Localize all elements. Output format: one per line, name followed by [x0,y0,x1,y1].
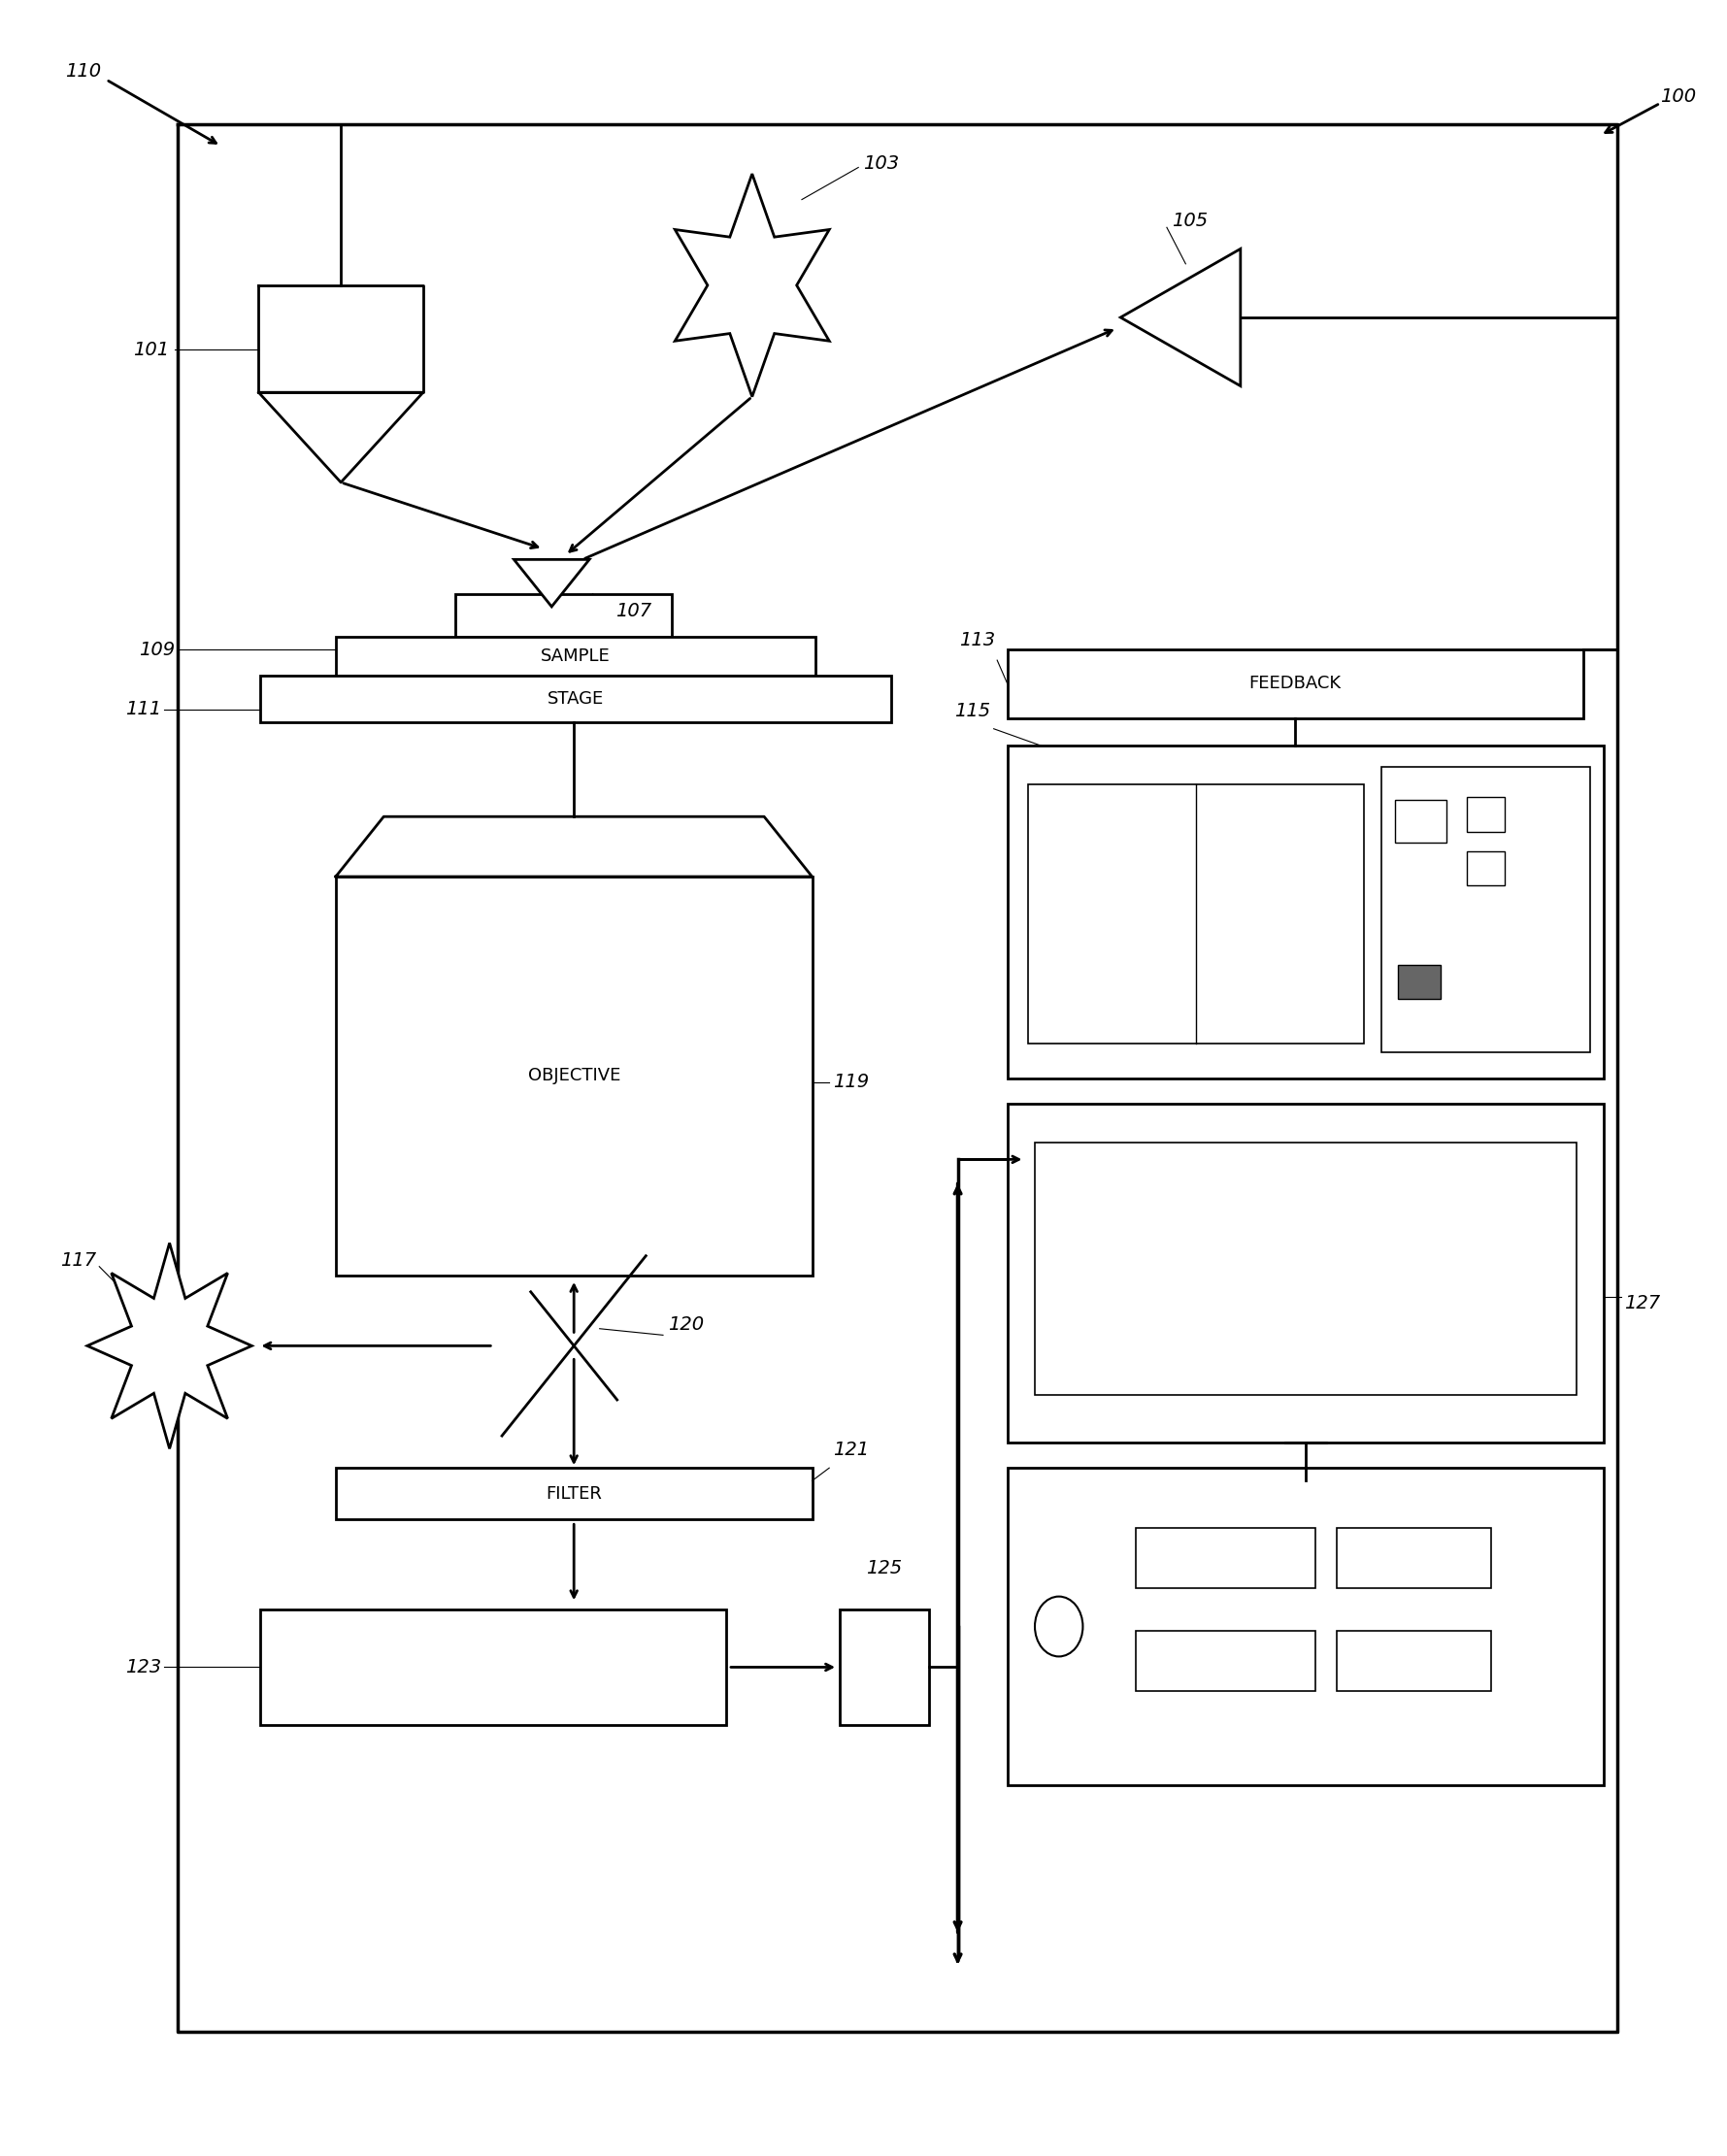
Polygon shape [335,817,812,877]
FancyBboxPatch shape [1136,1630,1316,1690]
Polygon shape [515,561,589,606]
FancyBboxPatch shape [1007,1468,1604,1785]
Text: 117: 117 [60,1250,95,1270]
Text: 107: 107 [615,602,651,621]
Text: SAMPLE: SAMPLE [541,647,610,664]
FancyBboxPatch shape [1136,1529,1316,1589]
PathPatch shape [88,1244,252,1449]
FancyBboxPatch shape [335,1468,812,1520]
FancyBboxPatch shape [335,877,812,1274]
Text: FILTER: FILTER [546,1485,603,1503]
Text: OBJECTIVE: OBJECTIVE [528,1067,620,1084]
FancyBboxPatch shape [839,1608,929,1725]
FancyBboxPatch shape [1007,1104,1604,1442]
Text: 113: 113 [960,632,995,649]
FancyBboxPatch shape [1028,785,1364,1044]
FancyBboxPatch shape [1007,746,1604,1078]
Text: 110: 110 [66,63,100,80]
Text: 121: 121 [832,1440,869,1460]
FancyBboxPatch shape [1337,1529,1490,1589]
FancyBboxPatch shape [1395,800,1445,843]
Text: 111: 111 [124,701,161,718]
Text: 105: 105 [1173,211,1207,231]
Text: 103: 103 [864,153,900,172]
Polygon shape [1121,248,1240,386]
Text: 115: 115 [955,701,990,720]
Text: FEEDBACK: FEEDBACK [1249,675,1342,692]
FancyBboxPatch shape [1034,1143,1577,1395]
FancyBboxPatch shape [1382,768,1591,1052]
Text: 100: 100 [1660,88,1696,106]
FancyBboxPatch shape [1466,852,1504,886]
FancyBboxPatch shape [1337,1630,1490,1690]
Text: 123: 123 [124,1658,161,1677]
Text: 120: 120 [668,1315,705,1335]
FancyBboxPatch shape [261,1608,727,1725]
Text: 109: 109 [138,640,174,660]
FancyBboxPatch shape [335,636,815,675]
Text: 127: 127 [1625,1294,1660,1313]
FancyBboxPatch shape [1007,649,1584,718]
FancyBboxPatch shape [456,593,672,636]
Text: 101: 101 [133,341,169,358]
FancyBboxPatch shape [261,675,891,722]
Text: 119: 119 [832,1074,869,1091]
Text: STAGE: STAGE [547,690,604,707]
FancyBboxPatch shape [1399,964,1440,998]
PathPatch shape [675,175,829,397]
FancyBboxPatch shape [1466,798,1504,832]
Text: 125: 125 [865,1559,901,1578]
